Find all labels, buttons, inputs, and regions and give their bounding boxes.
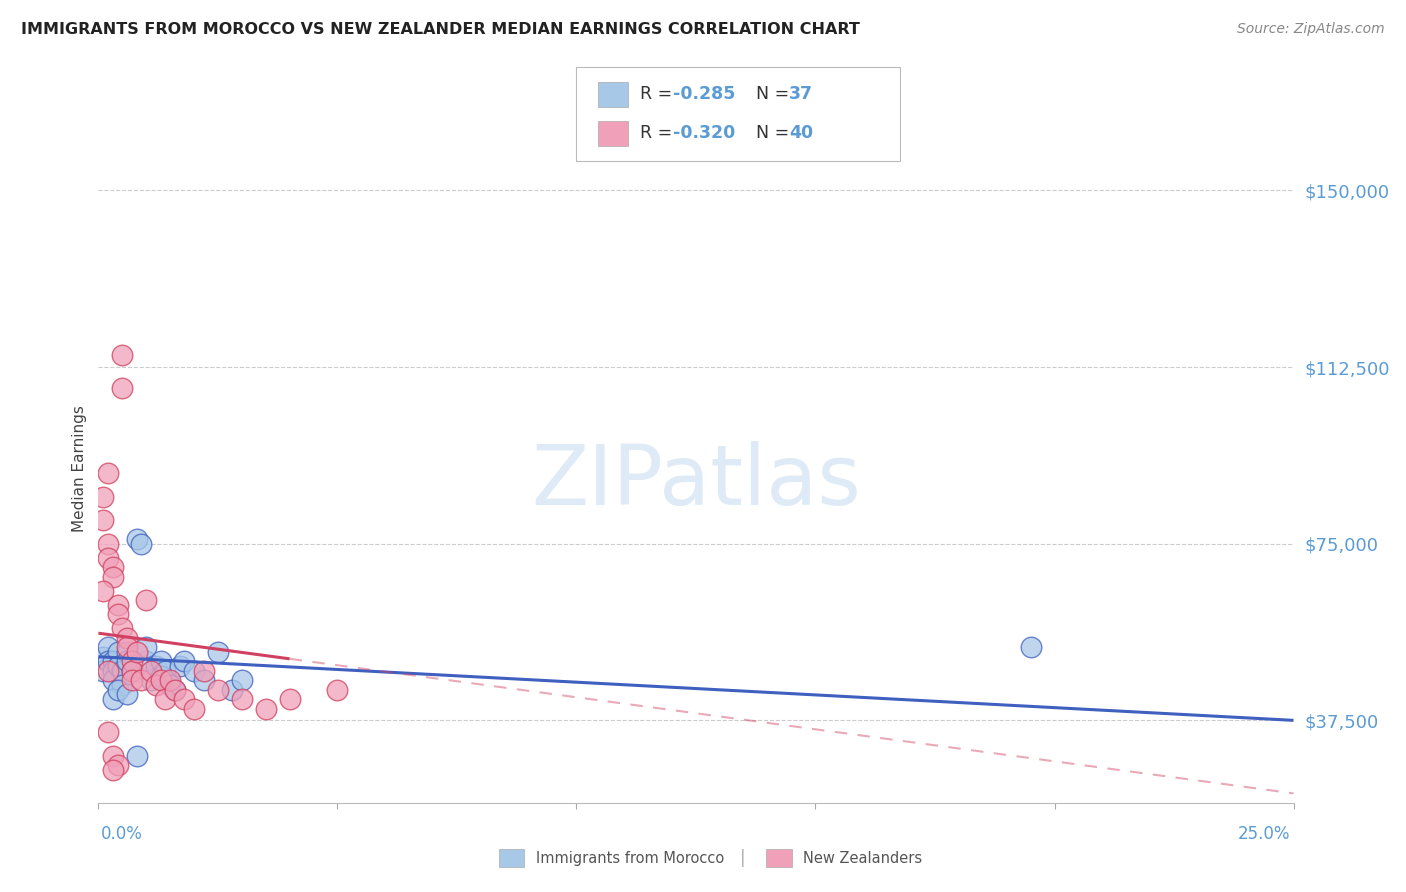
Point <box>125 748 148 763</box>
Text: Source: ZipAtlas.com: Source: ZipAtlas.com <box>1237 22 1385 37</box>
Point <box>131 673 153 688</box>
Point <box>107 682 129 697</box>
Point <box>278 692 301 706</box>
Point <box>169 659 191 673</box>
Point <box>135 640 157 655</box>
Point <box>107 645 129 659</box>
Point <box>107 758 129 772</box>
Text: 0.0%: 0.0% <box>101 825 143 843</box>
Point <box>135 593 157 607</box>
Point <box>107 659 129 673</box>
Point <box>111 622 134 636</box>
Point <box>97 466 120 480</box>
Point <box>91 649 114 664</box>
Point <box>101 655 124 669</box>
Point <box>101 692 124 706</box>
Point <box>193 673 215 688</box>
Point <box>97 655 120 669</box>
Point <box>183 664 205 678</box>
Text: IMMIGRANTS FROM MOROCCO VS NEW ZEALANDER MEDIAN EARNINGS CORRELATION CHART: IMMIGRANTS FROM MOROCCO VS NEW ZEALANDER… <box>21 22 860 37</box>
Point <box>145 659 167 673</box>
Point <box>207 682 229 697</box>
Point <box>97 550 120 565</box>
Point <box>231 673 253 688</box>
Point <box>173 655 195 669</box>
Point <box>173 692 195 706</box>
Point <box>101 748 124 763</box>
Point <box>91 664 114 678</box>
Point <box>107 598 129 612</box>
Point <box>254 701 277 715</box>
Point <box>101 569 124 583</box>
Point <box>155 692 177 706</box>
Point <box>183 701 205 715</box>
Point <box>115 655 138 669</box>
Point <box>111 664 134 678</box>
Point <box>101 664 124 678</box>
Point <box>163 682 186 697</box>
Point <box>107 607 129 622</box>
Point <box>149 668 172 682</box>
Point <box>149 673 172 688</box>
Point <box>111 381 134 395</box>
Text: -0.320: -0.320 <box>673 124 735 142</box>
Point <box>1019 640 1042 655</box>
Text: N =: N = <box>756 86 796 103</box>
Y-axis label: Median Earnings: Median Earnings <box>72 405 87 532</box>
Point <box>131 537 153 551</box>
Text: 25.0%: 25.0% <box>1239 825 1291 843</box>
Point <box>101 560 124 574</box>
Point <box>135 655 157 669</box>
Point <box>139 664 162 678</box>
Point <box>91 513 114 527</box>
Point <box>111 348 134 362</box>
Text: 37: 37 <box>789 86 813 103</box>
Point <box>121 664 143 678</box>
Point <box>91 490 114 504</box>
Point <box>97 640 120 655</box>
Point <box>115 688 138 702</box>
Point <box>121 655 143 669</box>
Point <box>207 645 229 659</box>
Point <box>97 537 120 551</box>
Point <box>231 692 253 706</box>
Text: Immigrants from Morocco: Immigrants from Morocco <box>536 851 724 865</box>
Point <box>193 664 215 678</box>
Text: R =: R = <box>640 86 678 103</box>
Point <box>115 640 138 655</box>
Point <box>91 583 114 598</box>
Point <box>97 664 120 678</box>
Point <box>149 655 172 669</box>
Point <box>326 682 349 697</box>
Point <box>115 645 138 659</box>
Point <box>125 645 148 659</box>
Point <box>111 678 134 692</box>
Text: |: | <box>740 849 745 867</box>
Point <box>159 678 181 692</box>
Point <box>115 631 138 645</box>
Point <box>121 673 143 688</box>
Text: N =: N = <box>756 124 796 142</box>
Point <box>139 673 162 688</box>
Text: New Zealanders: New Zealanders <box>803 851 922 865</box>
Point <box>101 673 124 688</box>
Point <box>163 682 186 697</box>
Point <box>101 763 124 777</box>
Point <box>121 664 143 678</box>
Point <box>221 682 243 697</box>
Text: -0.285: -0.285 <box>673 86 735 103</box>
Point <box>145 678 167 692</box>
Point <box>97 725 120 739</box>
Text: ZIPatlas: ZIPatlas <box>531 442 860 522</box>
Point <box>125 532 148 546</box>
Text: R =: R = <box>640 124 678 142</box>
Text: 40: 40 <box>789 124 813 142</box>
Point <box>155 664 177 678</box>
Point <box>159 673 181 688</box>
